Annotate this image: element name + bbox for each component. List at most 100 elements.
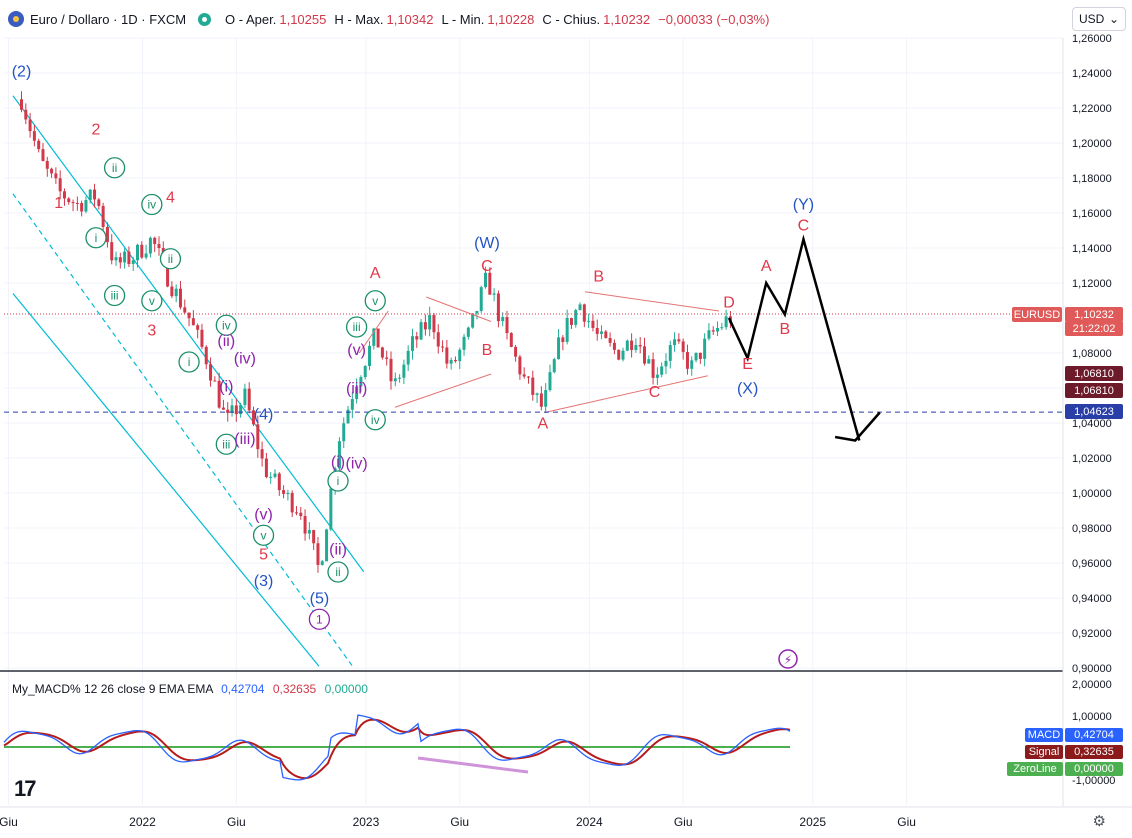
wave-label: i xyxy=(337,474,340,488)
last-price-tag-bg xyxy=(1065,307,1123,322)
wave-label-circle xyxy=(103,157,126,179)
macd-signal-line xyxy=(3,718,791,780)
forecast-path xyxy=(727,234,861,441)
signal-tag-label: Signal xyxy=(1029,746,1060,758)
candle-body xyxy=(685,352,689,369)
candle-body xyxy=(557,337,561,360)
candle-body xyxy=(449,359,453,364)
time-tick: 2025 xyxy=(799,815,826,829)
candle-body xyxy=(273,473,277,477)
candle-body xyxy=(136,244,140,261)
price-tick: 1,04000 xyxy=(1072,418,1112,430)
gear-icon[interactable]: ⚙ xyxy=(1092,813,1106,830)
candle-body xyxy=(50,168,54,174)
price-tick: 0,98000 xyxy=(1072,523,1112,535)
candle-body xyxy=(230,405,234,413)
symbol-title[interactable]: Euro / Dollaro · 1D · FXCM xyxy=(30,11,187,27)
macd-title[interactable]: My_MACD% 12 26 close 9 EMA EMA xyxy=(12,682,213,696)
wave-label: (4) xyxy=(254,407,274,424)
price-tick: 0,94000 xyxy=(1072,593,1112,605)
time-tick: Giu xyxy=(0,815,18,829)
candle-body xyxy=(436,332,440,347)
candle-body xyxy=(144,253,148,258)
macd-tag-value: 0,42704 xyxy=(1074,729,1114,741)
close-label: C - Chius. xyxy=(542,11,601,27)
close-value: 1,10232 xyxy=(603,11,651,27)
wave-label: 1 xyxy=(316,612,323,626)
wave-label: iv xyxy=(371,413,380,427)
candle-body xyxy=(114,257,118,261)
candle-body xyxy=(84,200,88,212)
macd-tag-value-bg xyxy=(1065,728,1123,742)
candle-body xyxy=(71,202,75,204)
candle-body xyxy=(432,315,436,333)
level-tag-2-bg xyxy=(1065,383,1123,398)
candle-body xyxy=(569,318,573,325)
price-axis: 1,26000 1,24000 1,22000 1,20000 1,18000 1,160… xyxy=(0,33,1132,829)
wave-label-circle xyxy=(159,248,182,270)
candle-body xyxy=(711,330,715,332)
macd-legend: My_MACD% 12 26 close 9 EMA EMA 0,42704 0… xyxy=(12,682,368,696)
candle-body xyxy=(93,189,97,200)
time-tick: Giu xyxy=(450,815,469,829)
wave-label: i xyxy=(95,231,98,245)
candle-body xyxy=(123,251,127,263)
wave-label-circle xyxy=(215,314,237,336)
wave-label: v xyxy=(261,528,267,542)
candle-body xyxy=(312,530,316,544)
signal-tag-value: 0,32635 xyxy=(1074,746,1114,758)
macd-tick: 2,00000 xyxy=(1072,679,1112,691)
support-tag: 1,04623 xyxy=(1074,406,1114,418)
candle-body xyxy=(221,407,225,410)
candle-body xyxy=(75,202,79,204)
macd-value-3: 0,00000 xyxy=(324,682,368,696)
currency-label: USD xyxy=(1079,12,1105,26)
candle-body xyxy=(368,345,372,366)
wave-label-circle xyxy=(85,227,107,249)
wave-label: iv xyxy=(222,318,231,332)
macd-tick: 1,00000 xyxy=(1072,711,1112,723)
price-tick: 0,96000 xyxy=(1072,558,1112,570)
candle-body xyxy=(608,338,612,343)
candle-body xyxy=(561,337,565,342)
chart-grid xyxy=(0,37,1132,808)
zeroline-tag-label: ZeroLine xyxy=(1013,763,1056,775)
candle-body xyxy=(37,140,41,150)
candle-body xyxy=(45,160,49,169)
trend-channels xyxy=(12,95,365,667)
macd-value-2: 0,32635 xyxy=(272,682,317,696)
candle-body xyxy=(539,393,543,407)
wave-label-circle xyxy=(252,524,275,546)
candle-body xyxy=(286,492,290,494)
candle-body xyxy=(88,189,92,201)
wave-label: B xyxy=(780,321,791,338)
candle-body xyxy=(591,320,595,329)
time-tick: 2022 xyxy=(129,815,156,829)
candle-body xyxy=(277,473,281,491)
signal-tag-value-bg xyxy=(1065,745,1123,759)
wave-label: (W) xyxy=(474,235,500,252)
wave-label-circle xyxy=(141,193,163,216)
tradingview-logo-icon[interactable]: 17 xyxy=(14,776,37,801)
candle-body xyxy=(698,352,702,359)
flash-icon-glyph: ⚡ xyxy=(784,653,792,667)
symbol-legend: Euro / Dollaro · 1D · FXCM O - Aper. 1,10… xyxy=(8,8,777,30)
candle-body xyxy=(406,350,410,365)
wave-label-circle xyxy=(178,351,200,373)
wave-label: (X) xyxy=(737,380,758,397)
candle-body xyxy=(269,476,273,478)
candle-body xyxy=(475,311,479,314)
level-tag-1: 1,06810 xyxy=(1074,368,1114,380)
candle-body xyxy=(484,272,488,288)
candle-body xyxy=(642,346,646,364)
wave-label: C xyxy=(649,384,661,401)
countdown-tag-bg xyxy=(1065,321,1123,336)
candle-body xyxy=(58,178,62,192)
price-tick: 1,22000 xyxy=(1072,103,1112,115)
currency-select[interactable]: USD ⌄ xyxy=(1072,7,1126,31)
candle-body xyxy=(720,327,724,329)
candle-body xyxy=(514,346,518,357)
candle-body xyxy=(196,325,200,330)
candle-body xyxy=(466,327,470,337)
